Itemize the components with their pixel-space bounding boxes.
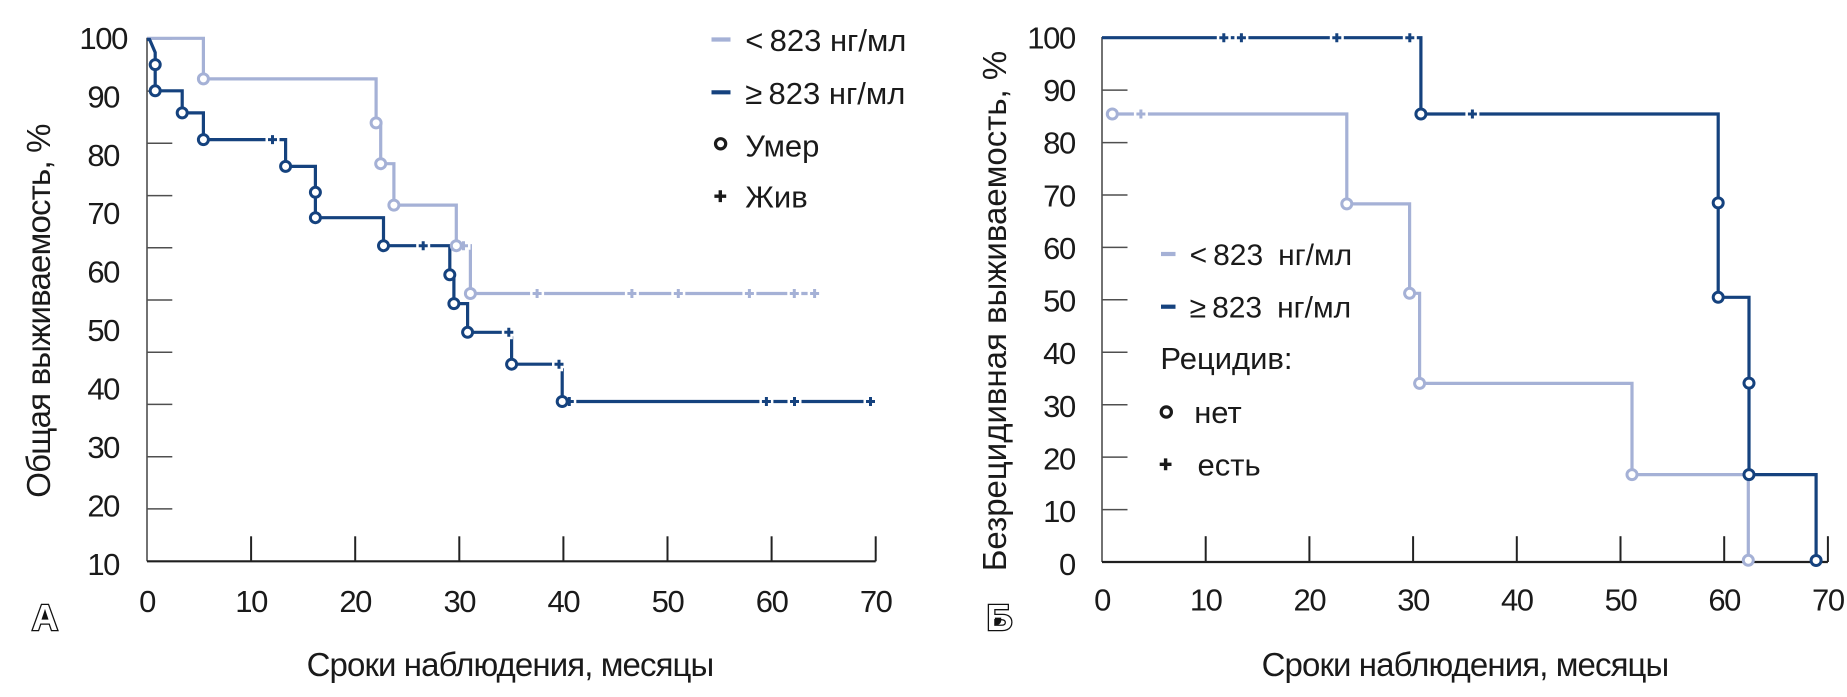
svg-text:50: 50 — [652, 584, 685, 619]
svg-text:Рецидив:: Рецидив: — [1160, 341, 1292, 376]
svg-text:100: 100 — [1027, 20, 1076, 55]
svg-text:≥ 823 нг/мл: ≥ 823 нг/мл — [745, 76, 905, 111]
svg-text:90: 90 — [87, 79, 120, 114]
svg-text:нет: нет — [1194, 395, 1242, 430]
svg-text:20: 20 — [339, 584, 372, 619]
svg-text:30: 30 — [443, 584, 476, 619]
svg-text:40: 40 — [1043, 336, 1076, 371]
svg-text:80: 80 — [1043, 126, 1076, 161]
svg-text:60: 60 — [87, 255, 120, 290]
svg-text:< 823 нг/мл: < 823 нг/мл — [745, 23, 906, 58]
svg-text:30: 30 — [87, 430, 120, 465]
svg-text:Сроки наблюдения, месяцы: Сроки наблюдения, месяцы — [1262, 646, 1669, 683]
svg-text:70: 70 — [87, 196, 120, 231]
svg-text:Безрецидивная выживаемость, %: Безрецидивная выживаемость, % — [976, 51, 1013, 571]
svg-text:30: 30 — [1397, 583, 1430, 618]
svg-text:50: 50 — [87, 313, 120, 348]
svg-text:Сроки наблюдения, месяцы: Сроки наблюдения, месяцы — [307, 646, 714, 683]
svg-text:есть: есть — [1198, 447, 1261, 482]
svg-text:40: 40 — [1501, 583, 1534, 618]
svg-text:70: 70 — [1812, 583, 1845, 618]
svg-text:10: 10 — [87, 547, 120, 582]
svg-text:20: 20 — [1294, 583, 1327, 618]
svg-text:Умер: Умер — [745, 129, 819, 164]
svg-text:40: 40 — [548, 584, 581, 619]
svg-text:70: 70 — [860, 584, 893, 619]
svg-text:90: 90 — [1043, 73, 1076, 108]
svg-text:70: 70 — [1043, 178, 1076, 213]
svg-text:Б: Б — [987, 597, 1013, 638]
svg-text:60: 60 — [1043, 231, 1076, 266]
svg-text:≥ 823 нг/мл: ≥ 823 нг/мл — [1190, 292, 1352, 325]
svg-text:Жив: Жив — [745, 180, 807, 215]
svg-text:40: 40 — [87, 372, 120, 407]
svg-text:50: 50 — [1043, 284, 1076, 319]
svg-text:0: 0 — [1094, 583, 1111, 618]
svg-text:60: 60 — [1708, 583, 1741, 618]
svg-text:50: 50 — [1605, 583, 1638, 618]
svg-text:30: 30 — [1043, 389, 1076, 424]
svg-text:20: 20 — [87, 488, 120, 523]
svg-text:10: 10 — [1043, 494, 1076, 529]
svg-text:Общая выживаемость, %: Общая выживаемость, % — [20, 124, 57, 498]
svg-text:20: 20 — [1043, 442, 1076, 477]
svg-text:0: 0 — [139, 584, 156, 619]
svg-text:80: 80 — [87, 138, 120, 173]
svg-text:0: 0 — [1059, 547, 1076, 582]
svg-text:60: 60 — [756, 584, 789, 619]
svg-text:10: 10 — [235, 584, 268, 619]
svg-text:100: 100 — [79, 21, 128, 56]
svg-text:< 823 нг/мл: < 823 нг/мл — [1190, 239, 1353, 272]
svg-text:10: 10 — [1190, 583, 1223, 618]
